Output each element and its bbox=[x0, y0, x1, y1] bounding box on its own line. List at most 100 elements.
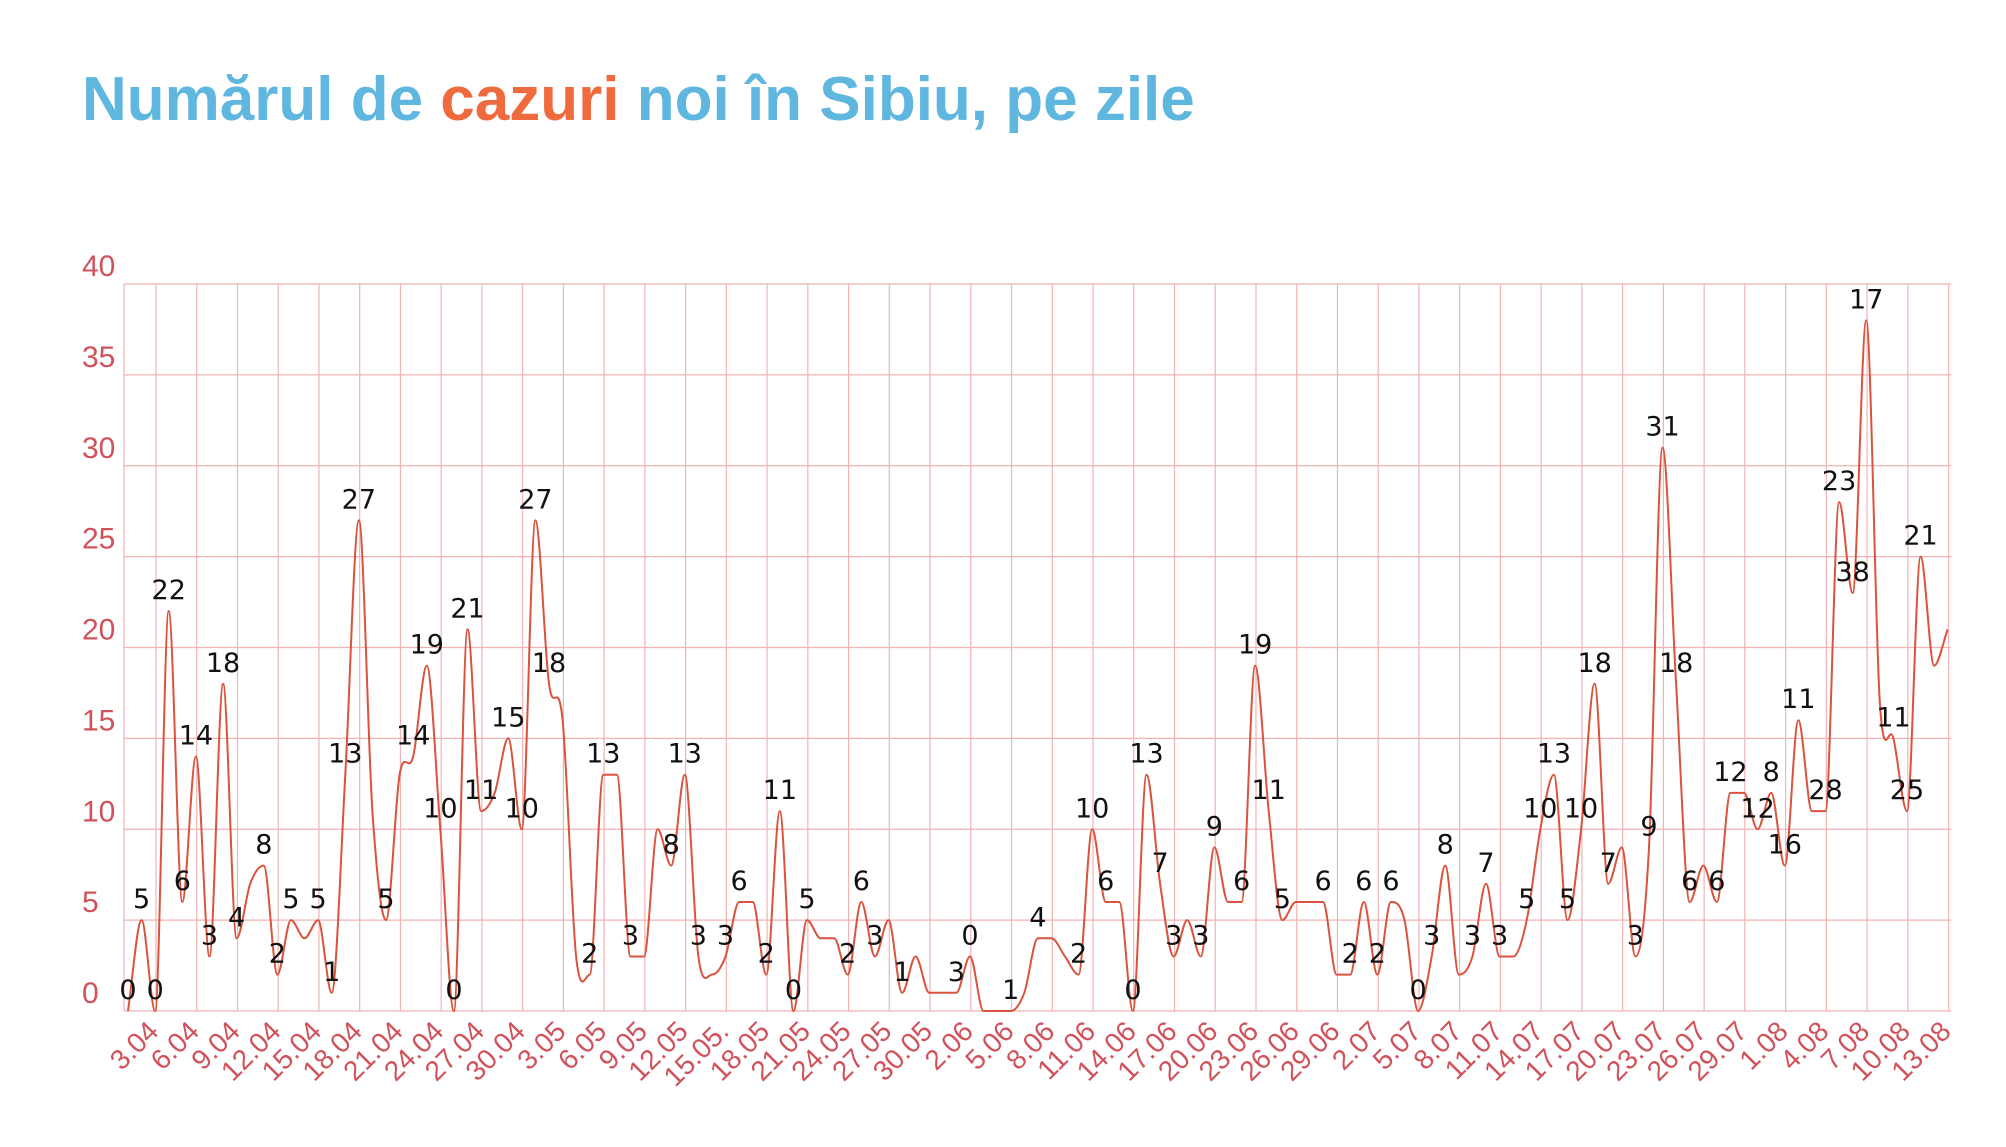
data-label: 3 bbox=[1627, 920, 1644, 951]
data-label: 6 bbox=[1233, 866, 1250, 897]
data-label: 21 bbox=[1903, 521, 1937, 552]
y-tick-label: 40 bbox=[82, 250, 115, 283]
data-label: 3 bbox=[201, 920, 218, 951]
data-label: 12 bbox=[1740, 793, 1774, 824]
y-tick-label: 30 bbox=[82, 432, 115, 465]
data-label: 11 bbox=[763, 775, 797, 806]
data-label: 13 bbox=[668, 739, 702, 770]
data-label: 23 bbox=[1822, 466, 1856, 497]
data-label: 2 bbox=[269, 939, 286, 970]
data-label: 8 bbox=[255, 830, 272, 861]
data-label: 6 bbox=[174, 866, 191, 897]
data-label: 3 bbox=[866, 920, 883, 951]
data-label: 10 bbox=[1523, 793, 1557, 824]
data-label: 25 bbox=[1890, 775, 1924, 806]
data-label: 6 bbox=[853, 866, 870, 897]
data-label: 6 bbox=[1681, 866, 1698, 897]
data-label: 16 bbox=[1768, 830, 1802, 861]
data-label: 7 bbox=[1151, 848, 1168, 879]
data-label: 2 bbox=[1342, 939, 1359, 970]
data-label: 0 bbox=[1410, 975, 1427, 1006]
data-label: 18 bbox=[206, 648, 240, 679]
y-axis: 0 5 10 15 20 25 30 35 40 bbox=[82, 250, 115, 1010]
data-label: 5 bbox=[282, 884, 299, 915]
data-label: 2 bbox=[1070, 939, 1087, 970]
data-label: 0 bbox=[147, 975, 164, 1006]
data-label: 2 bbox=[1369, 939, 1386, 970]
data-label: 5 bbox=[1518, 884, 1535, 915]
data-label: 3 bbox=[948, 957, 965, 988]
y-tick-label: 35 bbox=[82, 341, 115, 374]
y-tick-label: 0 bbox=[82, 977, 99, 1010]
chart-title: Numărul de cazuri noi în Sibiu, pe zile bbox=[82, 64, 1195, 135]
data-label: 11 bbox=[1781, 684, 1815, 715]
data-label: 1 bbox=[893, 957, 910, 988]
data-label: 10 bbox=[423, 793, 457, 824]
data-label: 28 bbox=[1808, 775, 1842, 806]
data-label: 2 bbox=[839, 939, 856, 970]
data-label: 11 bbox=[464, 775, 498, 806]
data-label: 22 bbox=[152, 575, 186, 606]
y-tick-label: 25 bbox=[82, 523, 115, 556]
data-label: 9 bbox=[1640, 811, 1657, 842]
data-label: 6 bbox=[1097, 866, 1114, 897]
data-label: 27 bbox=[342, 484, 376, 515]
data-label: 5 bbox=[377, 884, 394, 915]
data-label: 18 bbox=[1659, 648, 1693, 679]
data-label: 17 bbox=[1849, 284, 1883, 315]
data-label: 19 bbox=[410, 630, 444, 661]
data-label: 5 bbox=[133, 884, 150, 915]
data-label: 7 bbox=[1600, 848, 1617, 879]
data-label: 6 bbox=[1382, 866, 1399, 897]
data-label: 6 bbox=[1314, 866, 1331, 897]
series-line bbox=[127, 319, 1949, 1013]
data-label: 6 bbox=[1708, 866, 1725, 897]
data-label: 0 bbox=[1124, 975, 1141, 1006]
data-label: 8 bbox=[1763, 757, 1780, 788]
data-label: 14 bbox=[179, 721, 213, 752]
data-label: 3 bbox=[1491, 920, 1508, 951]
data-label: 12 bbox=[1713, 757, 1747, 788]
data-label: 3 bbox=[1464, 920, 1481, 951]
data-label: 3 bbox=[690, 920, 707, 951]
data-label: 3 bbox=[717, 920, 734, 951]
data-label: 3 bbox=[1165, 920, 1182, 951]
data-label: 18 bbox=[1577, 648, 1611, 679]
data-label: 27 bbox=[518, 484, 552, 515]
data-label: 11 bbox=[1876, 702, 1910, 733]
data-label: 4 bbox=[1029, 902, 1046, 933]
data-label: 3 bbox=[1423, 920, 1440, 951]
data-label: 7 bbox=[1477, 848, 1494, 879]
data-label: 14 bbox=[396, 721, 430, 752]
title-accent: cazuri bbox=[440, 65, 620, 134]
data-label: 5 bbox=[1274, 884, 1291, 915]
title-part-1: Numărul de bbox=[82, 65, 441, 134]
data-label: 1 bbox=[323, 957, 340, 988]
data-label: 3 bbox=[1192, 920, 1209, 951]
data-label: 38 bbox=[1835, 557, 1869, 588]
data-label: 5 bbox=[1559, 884, 1576, 915]
data-label: 9 bbox=[1206, 811, 1223, 842]
data-label: 8 bbox=[1437, 830, 1454, 861]
data-label: 15 bbox=[491, 702, 525, 733]
data-label: 19 bbox=[1238, 630, 1272, 661]
y-tick-label: 10 bbox=[82, 795, 115, 828]
title-part-2: noi în Sibiu, pe zile bbox=[619, 65, 1195, 134]
data-label: 13 bbox=[1129, 739, 1163, 770]
data-label: 10 bbox=[1075, 793, 1109, 824]
data-label: 1 bbox=[1002, 975, 1019, 1006]
data-label: 0 bbox=[785, 975, 802, 1006]
y-tick-label: 20 bbox=[82, 614, 115, 647]
data-label: 6 bbox=[731, 866, 748, 897]
data-label: 10 bbox=[1564, 793, 1598, 824]
data-label: 8 bbox=[663, 830, 680, 861]
data-label: 18 bbox=[532, 648, 566, 679]
data-label: 6 bbox=[1355, 866, 1372, 897]
data-label: 2 bbox=[581, 939, 598, 970]
data-label: 21 bbox=[450, 593, 484, 624]
y-tick-label: 15 bbox=[82, 704, 115, 737]
data-label: 13 bbox=[328, 739, 362, 770]
data-label: 0 bbox=[445, 975, 462, 1006]
